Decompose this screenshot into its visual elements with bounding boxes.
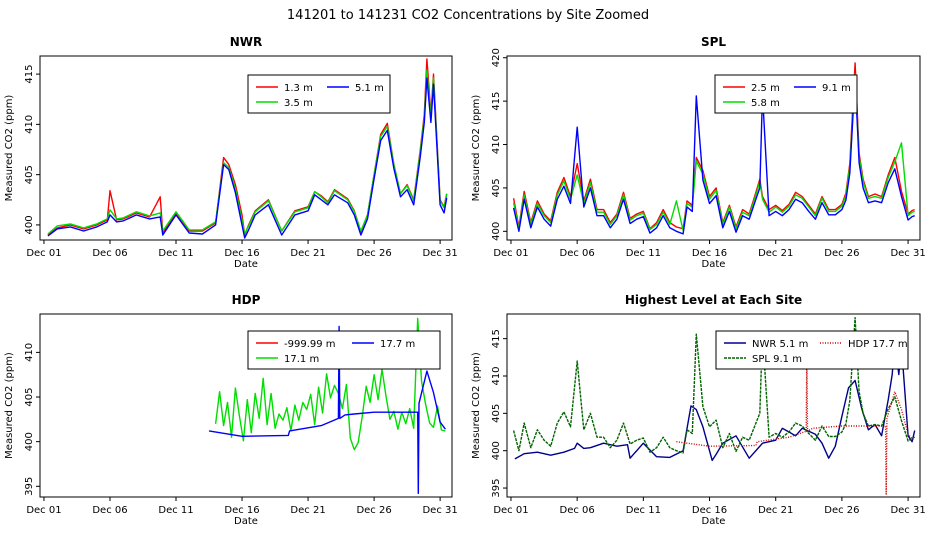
x-tick-label: Dec 11	[158, 505, 193, 516]
legend: 1.3 m 3.5 m 5.1 m	[247, 74, 391, 114]
x-tick-label: Dec 06	[92, 505, 127, 516]
series-line-3_5-m	[47, 69, 448, 235]
x-tick-label: Dec 31	[890, 505, 925, 516]
legend-box	[247, 74, 391, 114]
legend-label: NWR 5.1 m	[752, 339, 808, 350]
x-tick-label: Dec 01	[493, 248, 528, 259]
y-axis-label: Measured CO2 (ppm)	[471, 352, 482, 459]
y-tick-label: 400	[491, 441, 502, 460]
legend-box	[715, 330, 909, 370]
x-tick-label: Dec 31	[422, 505, 457, 516]
x-axis-label: Date	[234, 516, 258, 527]
x-tick-label: Dec 06	[560, 505, 595, 516]
y-tick-label: 410	[24, 115, 35, 134]
series-group	[208, 317, 446, 495]
x-tick-label: Dec 06	[92, 248, 127, 259]
x-tick-label: Dec 21	[758, 248, 793, 259]
x-tick-label: Dec 16	[692, 505, 727, 516]
x-tick-label: Dec 31	[890, 248, 925, 259]
figure-title: 141201 to 141231 CO2 Concentrations by S…	[287, 8, 649, 23]
y-tick-label: 395	[24, 477, 35, 496]
series-line-SPL-9_1-m	[512, 317, 915, 454]
plot-frame	[506, 55, 921, 241]
series-line-17_7-m	[208, 325, 446, 495]
plot-frame	[39, 313, 453, 498]
y-tick-label: 400	[24, 432, 35, 451]
y-tick-label: 415	[491, 329, 502, 348]
x-tick-label: Dec 16	[224, 505, 259, 516]
legend-label: HDP 17.7 m	[848, 339, 908, 350]
legend-label: 2.5 m	[751, 83, 780, 94]
x-tick-label: Dec 26	[824, 248, 859, 259]
panel-title: Highest Level at Each Site	[625, 293, 802, 307]
y-axis-label: Measured CO2 (ppm)	[4, 95, 15, 202]
x-tick-label: Dec 01	[26, 505, 61, 516]
series-line-5_1-m	[47, 77, 448, 239]
legend: NWR 5.1 m SPL 9.1 m HDP 17.7 m	[715, 330, 909, 370]
series-line-HDP-17_7-m	[676, 353, 914, 495]
legend: -999.99 m 17.1 m 17.7 m	[247, 330, 441, 370]
legend-label: SPL 9.1 m	[752, 354, 802, 365]
y-axis-label: Measured CO2 (ppm)	[4, 352, 15, 459]
y-tick-label: 420	[491, 48, 502, 67]
panel-spl: SPL Dec 01 Dec 06 Dec 11 Dec 16 Dec 21 Dec 26 D…	[471, 35, 926, 270]
y-tick-label: 405	[24, 165, 35, 184]
panel-title: NWR	[230, 35, 263, 49]
x-tick-label: Dec 11	[626, 248, 661, 259]
series-group	[47, 58, 448, 239]
y-tick-label: 405	[491, 404, 502, 423]
legend-label: 17.1 m	[284, 354, 319, 365]
x-tick-label: Dec 26	[356, 248, 391, 259]
x-tick-label: Dec 01	[493, 505, 528, 516]
legend-label: -999.99 m	[284, 339, 336, 350]
x-tick-label: Dec 26	[824, 505, 859, 516]
x-tick-label: Dec 16	[224, 248, 259, 259]
x-tick-label: Dec 31	[422, 248, 457, 259]
y-tick-label: 400	[491, 222, 502, 241]
panel-highest-level: Highest Level at Each Site Dec 01 Dec 06 De…	[471, 293, 926, 527]
legend: 2.5 m 5.8 m 9.1 m	[714, 74, 858, 114]
legend-box	[247, 330, 441, 370]
x-tick-label: Dec 11	[158, 248, 193, 259]
x-tick-label: Dec 21	[290, 505, 325, 516]
x-tick-label: Dec 21	[758, 505, 793, 516]
series-group	[512, 317, 916, 495]
y-axis-label: Measured CO2 (ppm)	[471, 95, 482, 202]
panel-title: HDP	[232, 293, 261, 307]
y-tick-label: 405	[491, 178, 502, 197]
legend-label: 3.5 m	[284, 98, 313, 109]
y-tick-label: 405	[24, 387, 35, 406]
x-tick-label: Dec 26	[356, 505, 391, 516]
panel-title: SPL	[701, 35, 726, 49]
y-tick-label: 410	[24, 343, 35, 362]
panel-nwr: NWR Dec 01 Dec 06 Dec 11 Dec 16 Dec 21 Dec 26 D…	[4, 35, 458, 270]
legend-box	[714, 74, 858, 114]
x-axis-label: Date	[234, 259, 258, 270]
y-tick-label: 410	[491, 135, 502, 154]
y-tick-label: 410	[491, 366, 502, 385]
x-tick-label: Dec 21	[290, 248, 325, 259]
series-line-NWR-5_1-m	[514, 340, 916, 462]
x-axis-label: Date	[702, 259, 726, 270]
legend-label: 17.7 m	[380, 339, 415, 350]
legend-label: 9.1 m	[822, 83, 851, 94]
legend-label: 5.8 m	[751, 98, 780, 109]
series-line-17_1-m	[214, 317, 446, 451]
x-tick-label: Dec 11	[626, 505, 661, 516]
plot-frame	[506, 313, 921, 498]
y-tick-label: 400	[24, 215, 35, 234]
panel-hdp: HDP Dec 01 Dec 06 Dec 11 Dec 16 Dec 21 Dec 26 D…	[4, 293, 458, 527]
x-axis-label: Date	[702, 516, 726, 527]
plot-frame	[39, 55, 453, 241]
y-tick-label: 415	[24, 65, 35, 84]
legend-label: 1.3 m	[284, 83, 313, 94]
x-tick-label: Dec 01	[26, 248, 61, 259]
x-tick-label: Dec 06	[560, 248, 595, 259]
y-tick-label: 415	[491, 92, 502, 111]
y-tick-label: 395	[491, 478, 502, 497]
x-tick-label: Dec 16	[692, 248, 727, 259]
legend-label: 5.1 m	[355, 83, 384, 94]
